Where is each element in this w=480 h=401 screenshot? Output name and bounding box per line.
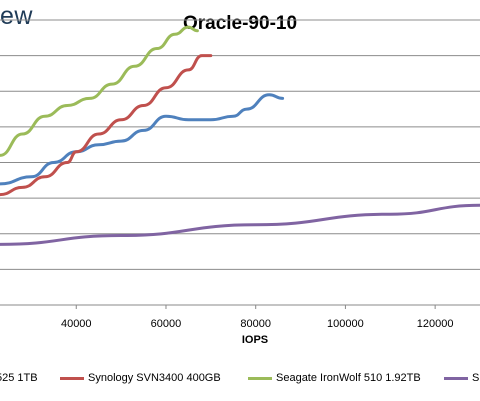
x-tick-label: 60000 <box>151 318 182 330</box>
series-line-3 <box>0 25 199 157</box>
legend-label: 525 1TB <box>0 372 38 384</box>
legend: 525 1TB Synology SVN3400 400GB Seagate Iro… <box>0 372 480 390</box>
x-tick-label: 120000 <box>417 318 454 330</box>
legend-label: Seagate IronWolf 510 1.92TB <box>276 372 421 384</box>
x-tick-label: 100000 <box>327 318 364 330</box>
legend-item: Synology SVN3400 400GB <box>60 372 221 384</box>
legend-swatch <box>60 376 84 380</box>
legend-item: S <box>444 372 479 384</box>
series-lines <box>0 25 480 246</box>
legend-item: 525 1TB <box>0 372 38 384</box>
x-tick-labels: 40000 60000 80000 100000 120000 <box>61 318 454 330</box>
series-line-2 <box>0 54 213 197</box>
chart-title: Oracle-90-10 <box>182 13 298 34</box>
legend-label: Synology SVN3400 400GB <box>88 372 221 384</box>
x-tick-label: 80000 <box>240 318 271 330</box>
x-axis-label: IOPS <box>241 334 269 346</box>
legend-swatch <box>248 376 272 380</box>
legend-label: S <box>472 372 480 384</box>
gridlines <box>0 19 480 306</box>
series-line-1 <box>0 93 285 186</box>
legend-item: Seagate IronWolf 510 1.92TB <box>248 372 421 384</box>
x-tick-label: 40000 <box>61 318 92 330</box>
logo-text: ew <box>0 2 33 30</box>
series-line-4 <box>0 203 480 246</box>
axis-lines <box>75 305 436 309</box>
legend-swatch <box>444 376 468 380</box>
